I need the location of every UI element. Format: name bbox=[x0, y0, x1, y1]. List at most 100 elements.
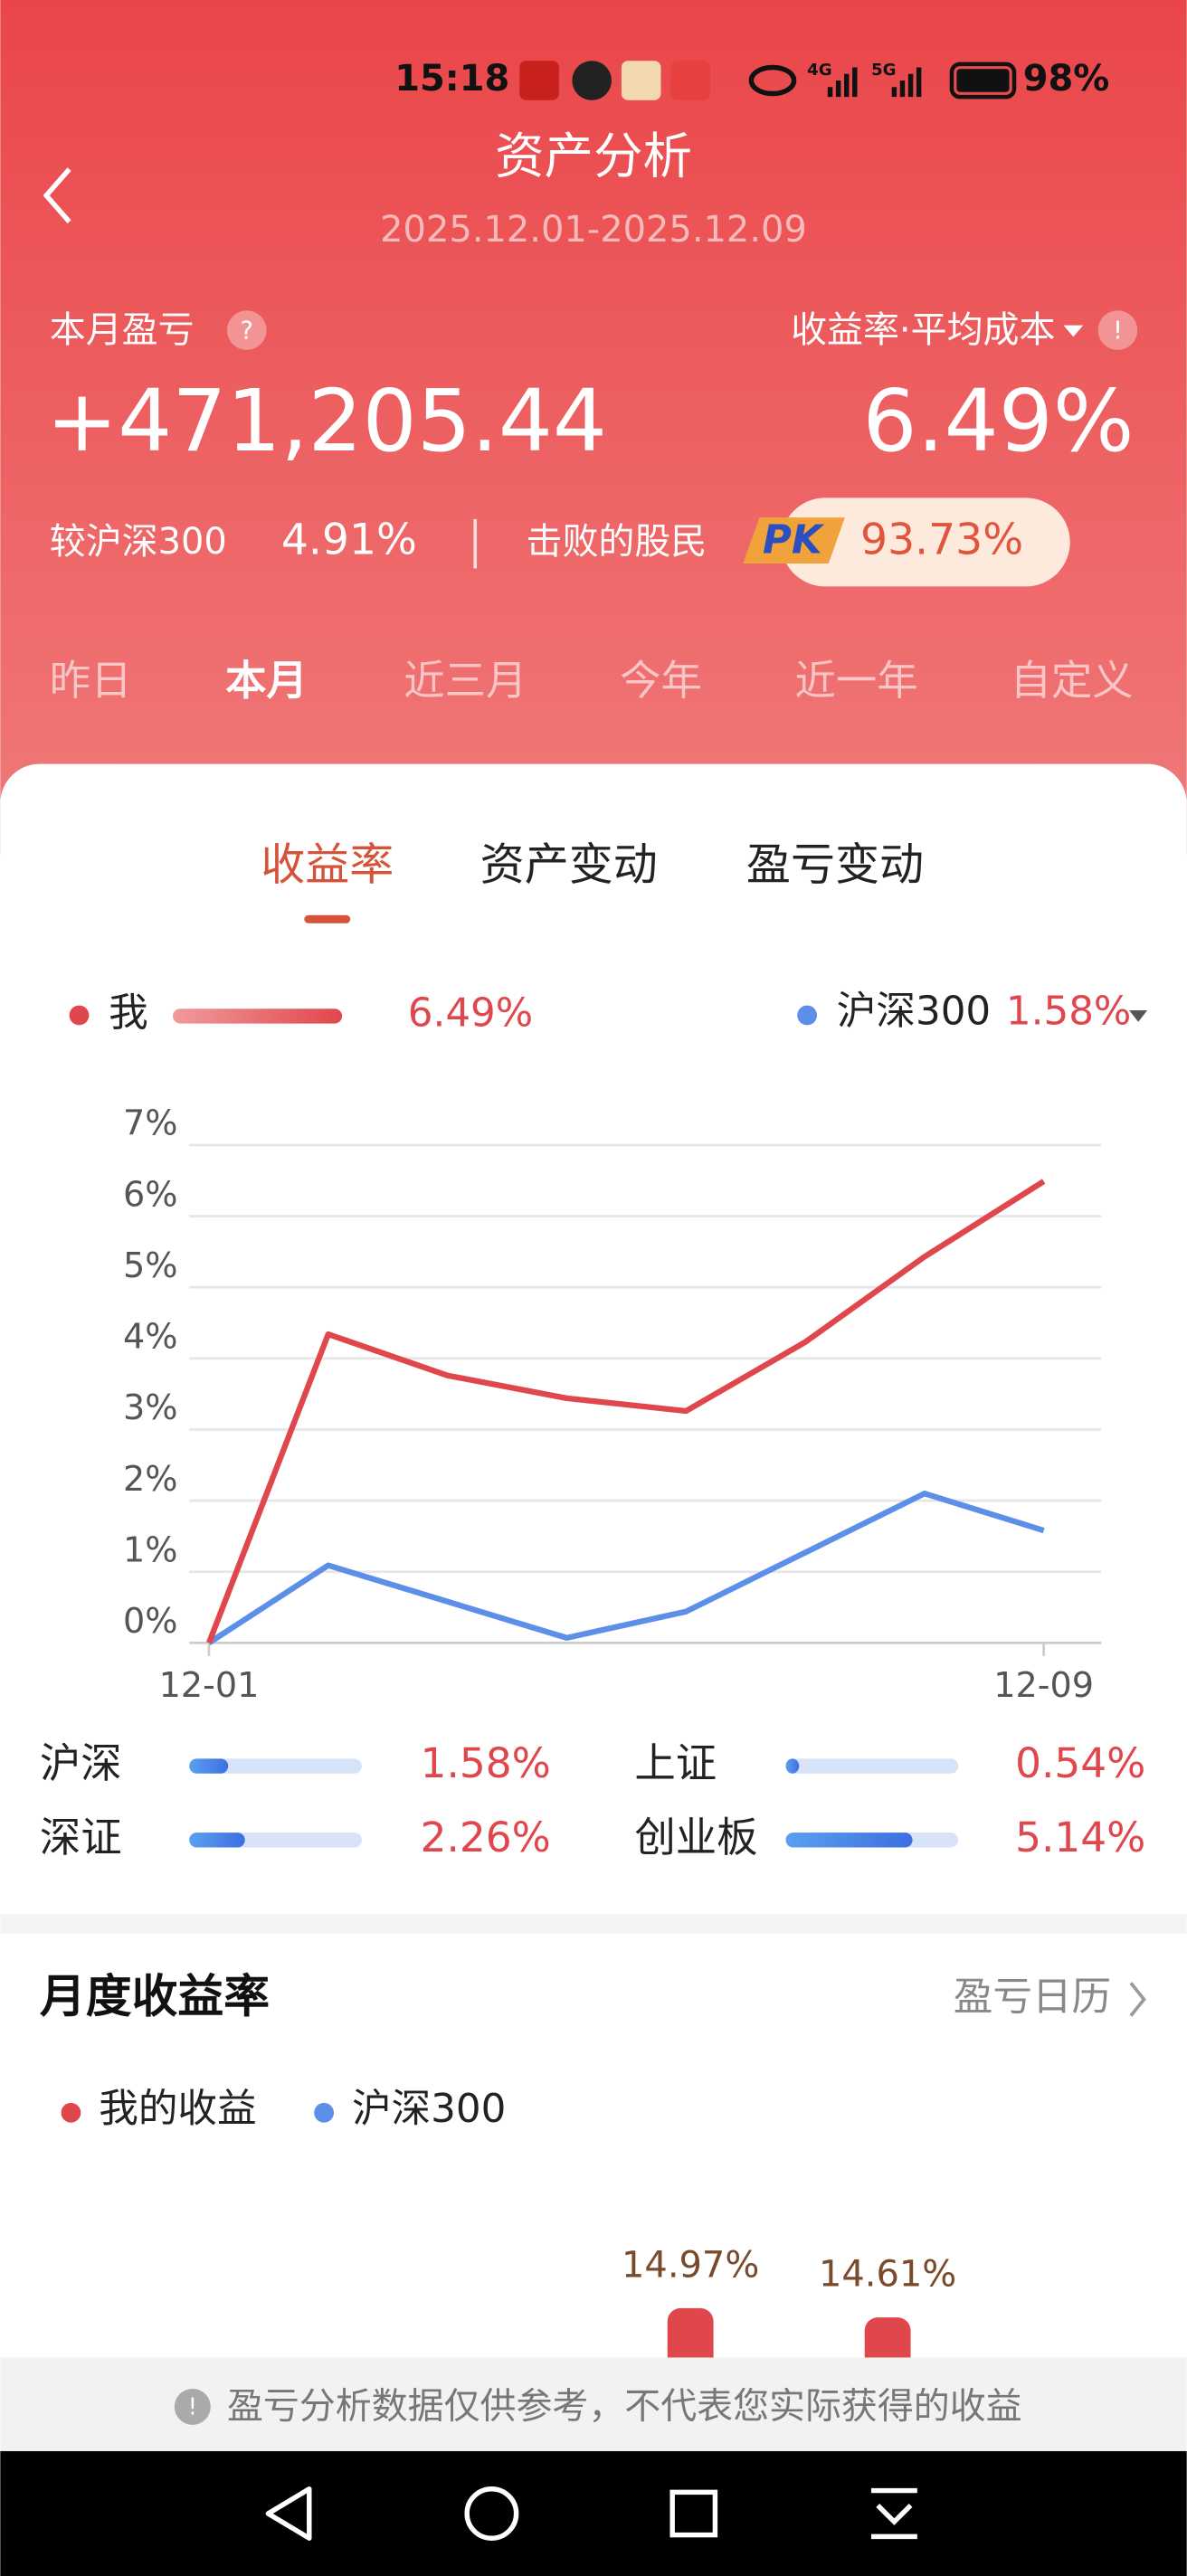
legend-dot bbox=[314, 2102, 335, 2123]
index-name: 创业板 bbox=[634, 1814, 757, 1861]
y-tick-label: 2% bbox=[123, 1459, 177, 1499]
separator bbox=[0, 1914, 1187, 1934]
y-tick-label: 0% bbox=[123, 1601, 177, 1641]
status-icon bbox=[670, 61, 710, 100]
y-tick-label: 7% bbox=[123, 1103, 177, 1143]
signal-icon bbox=[891, 67, 922, 98]
header-bg bbox=[0, 0, 1187, 855]
notice-icon-glyph: ! bbox=[188, 2393, 197, 2420]
pnl-value: +471,205.44 bbox=[46, 372, 607, 471]
back-button[interactable] bbox=[43, 167, 71, 223]
nav-bar bbox=[0, 2450, 1187, 2576]
bar-label: 14.61% bbox=[819, 2254, 956, 2296]
x-tick-label: 12-01 bbox=[159, 1665, 260, 1705]
nav-menu[interactable] bbox=[870, 2487, 917, 2540]
beat-label: 击败的股民 bbox=[527, 521, 707, 563]
period-tab[interactable]: 本月 bbox=[225, 657, 308, 705]
period-tabs: 昨日 本月 近三月 今年 近一年 自定义 bbox=[50, 657, 1134, 705]
calendar-link[interactable]: 盈亏日历 bbox=[954, 1975, 1111, 2020]
index-track bbox=[189, 1758, 362, 1774]
divider bbox=[473, 518, 478, 569]
dropdown-arrow bbox=[1063, 325, 1084, 337]
compare-value: 4.91% bbox=[281, 515, 417, 564]
nav-recent[interactable] bbox=[669, 2489, 718, 2538]
monthly-title: 月度收益率 bbox=[40, 1969, 270, 2022]
bar bbox=[864, 2317, 911, 2371]
index-value: 0.54% bbox=[1015, 1739, 1145, 1787]
line-chart: 0% 1% 2% 3% 4% 5% 6% 7% 12-01 12-09 bbox=[123, 1103, 1102, 1705]
beat-pill bbox=[781, 497, 1070, 587]
battery-icon bbox=[949, 62, 1017, 99]
page-title: 资产分析 bbox=[495, 127, 692, 185]
notice-icon bbox=[174, 2388, 211, 2425]
legend-label: 我的收益 bbox=[99, 2087, 256, 2132]
help-icon[interactable] bbox=[226, 310, 267, 350]
legend-label: 我 bbox=[109, 990, 148, 1036]
chart-tab[interactable]: 盈亏变动 bbox=[746, 838, 924, 891]
index-bar bbox=[189, 1758, 229, 1774]
notice-text: 盈亏分析数据仅供参考，不代表您实际获得的收益 bbox=[227, 2386, 1022, 2428]
monthly-chart: 我的收益 沪深300 14.97% 14.61% bbox=[61, 2087, 956, 2371]
x-tick-label: 12-09 bbox=[993, 1665, 1094, 1705]
index-name: 沪深 bbox=[40, 1739, 122, 1787]
index-name: 深证 bbox=[40, 1814, 122, 1861]
period-tab[interactable]: 昨日 bbox=[50, 657, 132, 705]
pk-badge bbox=[743, 517, 845, 564]
tab-underline bbox=[304, 914, 351, 923]
period-tab[interactable]: 今年 bbox=[620, 657, 702, 705]
legend-dot bbox=[61, 2102, 81, 2123]
y-tick-label: 4% bbox=[123, 1317, 177, 1357]
compare-label: 较沪深300 bbox=[50, 521, 227, 563]
period-tab[interactable]: 近三月 bbox=[404, 657, 527, 705]
nav-home[interactable] bbox=[464, 2486, 519, 2541]
bar bbox=[667, 2307, 714, 2371]
bar-label: 14.97% bbox=[622, 2244, 759, 2286]
status-icon bbox=[572, 61, 612, 100]
y-tick-label: 3% bbox=[123, 1387, 177, 1427]
period-tab[interactable]: 自定义 bbox=[1010, 657, 1133, 705]
beat-value: 93.73% bbox=[860, 515, 1023, 564]
signal-label: 4G bbox=[807, 61, 832, 80]
battery-level bbox=[956, 69, 1010, 92]
legend-dot bbox=[797, 1005, 818, 1026]
pk-text: PK bbox=[763, 517, 825, 563]
legend-value: 6.49% bbox=[408, 990, 533, 1036]
pnl-label: 本月盈亏 bbox=[50, 309, 195, 351]
return-value: 6.49% bbox=[863, 372, 1135, 471]
index-bar bbox=[785, 1833, 913, 1848]
return-label[interactable]: 收益率·平均成本 bbox=[791, 309, 1055, 351]
y-tick-label: 1% bbox=[123, 1530, 177, 1569]
index-name: 上证 bbox=[634, 1739, 717, 1787]
legend-dot bbox=[69, 1005, 90, 1026]
chart-tab[interactable]: 资产变动 bbox=[480, 838, 658, 891]
index-compare: 沪深 1.58% 上证 0.54% 深证 2.26% 创业板 5.14% bbox=[40, 1739, 1145, 1861]
chart-tabs: 收益率 资产变动 盈亏变动 bbox=[261, 838, 924, 891]
index-value: 2.26% bbox=[421, 1814, 551, 1861]
status-icon bbox=[621, 61, 661, 100]
eye-icon bbox=[748, 64, 797, 97]
index-value: 1.58% bbox=[421, 1739, 551, 1787]
nav-back[interactable] bbox=[265, 2486, 312, 2541]
index-bar bbox=[189, 1833, 245, 1848]
y-tick-label: 6% bbox=[123, 1174, 177, 1214]
status-icon bbox=[519, 61, 559, 100]
legend-label[interactable]: 沪深300 bbox=[837, 990, 991, 1035]
chart-tab[interactable]: 收益率 bbox=[261, 838, 394, 891]
index-bar bbox=[785, 1758, 800, 1774]
chevron bbox=[1129, 1982, 1146, 2017]
period-tab[interactable]: 近一年 bbox=[795, 657, 918, 705]
battery-text: 98% bbox=[1023, 58, 1110, 99]
legend-bar bbox=[173, 1009, 343, 1024]
index-track bbox=[785, 1758, 959, 1774]
legend-value: 1.58% bbox=[1006, 990, 1131, 1035]
signal-label: 5G bbox=[871, 61, 897, 80]
dropdown-arrow bbox=[1129, 1010, 1148, 1022]
help-icon-glyph: ? bbox=[241, 317, 253, 345]
y-tick-label: 5% bbox=[123, 1245, 177, 1285]
info-icon[interactable] bbox=[1097, 310, 1138, 350]
index-value: 5.14% bbox=[1015, 1814, 1145, 1861]
info-icon-glyph: ! bbox=[1113, 317, 1123, 345]
status-time: 15:18 bbox=[394, 58, 509, 99]
